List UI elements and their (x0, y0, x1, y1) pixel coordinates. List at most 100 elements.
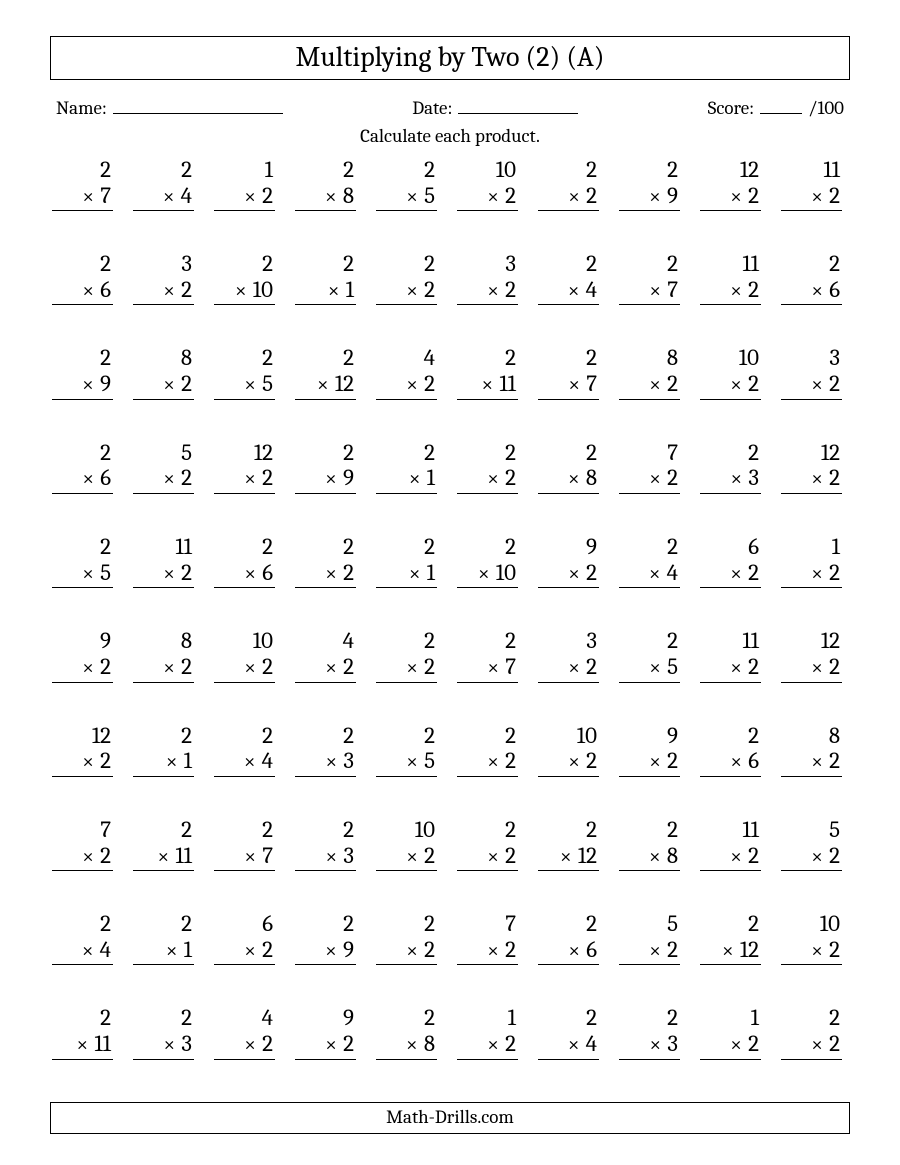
times-icon: × (406, 279, 424, 303)
multiplier-row: × 2 (214, 183, 275, 212)
multiplier: 2 (424, 276, 435, 303)
multiplication-problem: 2× 7 (214, 817, 281, 871)
multiplier: 2 (586, 559, 597, 586)
multiplier: 9 (343, 464, 354, 491)
multiplication-problem: 2× 4 (52, 911, 119, 965)
multiplier: 2 (181, 464, 192, 491)
times-icon: × (325, 656, 343, 680)
multiplicand: 12 (52, 723, 113, 749)
times-icon: × (163, 185, 181, 209)
multiplicand: 2 (52, 534, 113, 560)
multiplier-row: × 6 (52, 277, 113, 306)
multiplier-row: × 2 (700, 371, 761, 400)
name-blank[interactable] (113, 94, 283, 114)
times-icon: × (244, 845, 262, 869)
times-icon: × (244, 750, 262, 774)
multiplicand: 2 (457, 345, 518, 371)
times-icon: × (163, 467, 181, 491)
score-blank[interactable] (760, 94, 802, 114)
multiplication-problem: 12× 2 (781, 628, 848, 682)
multiplier-row: × 4 (133, 183, 194, 212)
multiplication-problem: 2× 10 (214, 251, 281, 305)
multiplication-problem: 2× 8 (295, 157, 362, 211)
multiplicand: 2 (133, 1005, 194, 1031)
multiplier: 1 (184, 747, 192, 774)
multiplication-problem: 2× 2 (376, 628, 443, 682)
multiplication-problem: 2× 6 (214, 534, 281, 588)
multiplication-problem: 2× 2 (295, 534, 362, 588)
multiplier-row: × 1 (295, 277, 356, 306)
times-icon: × (568, 467, 586, 491)
multiplier: 2 (181, 653, 192, 680)
multiplier-row: × 2 (214, 937, 275, 966)
times-icon: × (487, 845, 505, 869)
times-icon: × (730, 1033, 748, 1057)
instruction-text: Calculate each product. (50, 125, 850, 147)
multiplication-problem: 2× 9 (295, 440, 362, 494)
times-icon: × (811, 562, 829, 586)
date-blank[interactable] (458, 94, 578, 114)
multiplier-row: × 2 (619, 937, 680, 966)
multiplier-row: × 2 (619, 371, 680, 400)
score-label: Score: (708, 97, 754, 119)
multiplier: 2 (748, 1030, 759, 1057)
multiplication-problem: 2× 2 (538, 157, 605, 211)
multiplier: 4 (100, 936, 111, 963)
multiplicand: 6 (700, 534, 761, 560)
multiplier: 8 (424, 1030, 435, 1057)
multiplicand: 2 (214, 817, 275, 843)
multiplier-row: × 8 (376, 1031, 437, 1060)
times-icon: × (487, 656, 505, 680)
times-icon: × (406, 373, 424, 397)
times-icon: × (650, 1033, 668, 1057)
times-icon: × (811, 656, 829, 680)
times-icon: × (326, 750, 344, 774)
multiplier: 6 (100, 464, 111, 491)
multiplier: 7 (667, 276, 678, 303)
multiplicand: 2 (619, 157, 680, 183)
multiplier: 12 (740, 936, 759, 963)
footer: Math-Drills.com (50, 1102, 850, 1134)
multiplicand: 2 (457, 628, 518, 654)
times-icon: × (568, 279, 586, 303)
multiplication-problem: 9× 2 (52, 628, 119, 682)
multiplication-problem: 10× 2 (457, 157, 524, 211)
times-icon: × (166, 939, 184, 963)
multiplier-row: × 2 (781, 371, 842, 400)
times-icon: × (82, 845, 100, 869)
multiplication-problem: 2× 11 (457, 345, 524, 399)
multiplication-problem: 2× 1 (376, 534, 443, 588)
multiplier: 4 (667, 559, 678, 586)
multiplier-row: × 2 (781, 654, 842, 683)
multiplier-row: × 3 (619, 1031, 680, 1060)
times-icon: × (406, 185, 424, 209)
multiplication-problem: 11× 2 (700, 251, 767, 305)
times-icon: × (568, 750, 586, 774)
multiplier-row: × 4 (619, 560, 680, 589)
multiplicand: 2 (538, 817, 599, 843)
multiplication-problem: 7× 2 (619, 440, 686, 494)
multiplicand: 2 (214, 723, 275, 749)
multiplicand: 3 (133, 251, 194, 277)
multiplicand: 10 (781, 911, 842, 937)
multiplier-row: × 9 (619, 183, 680, 212)
multiplication-problem: 2× 8 (619, 817, 686, 871)
multiplication-problem: 2× 4 (214, 723, 281, 777)
multiplication-problem: 1× 2 (700, 1005, 767, 1059)
multiplication-problem: 1× 2 (457, 1005, 524, 1059)
times-icon: × (82, 185, 100, 209)
multiplicand: 2 (214, 345, 275, 371)
worksheet-page: Multiplying by Two (2) (A) Name: Date: S… (0, 0, 900, 1164)
multiplier-row: × 2 (700, 843, 761, 872)
multiplicand: 2 (376, 157, 437, 183)
multiplication-problem: 2× 6 (700, 723, 767, 777)
multiplier: 1 (427, 464, 435, 491)
multiplicand: 12 (700, 157, 761, 183)
multiplier: 4 (262, 747, 273, 774)
multiplier: 5 (667, 653, 678, 680)
multiplier: 9 (343, 936, 354, 963)
multiplicand: 2 (457, 440, 518, 466)
times-icon: × (325, 939, 343, 963)
multiplier: 5 (424, 182, 435, 209)
times-icon: × (326, 845, 344, 869)
